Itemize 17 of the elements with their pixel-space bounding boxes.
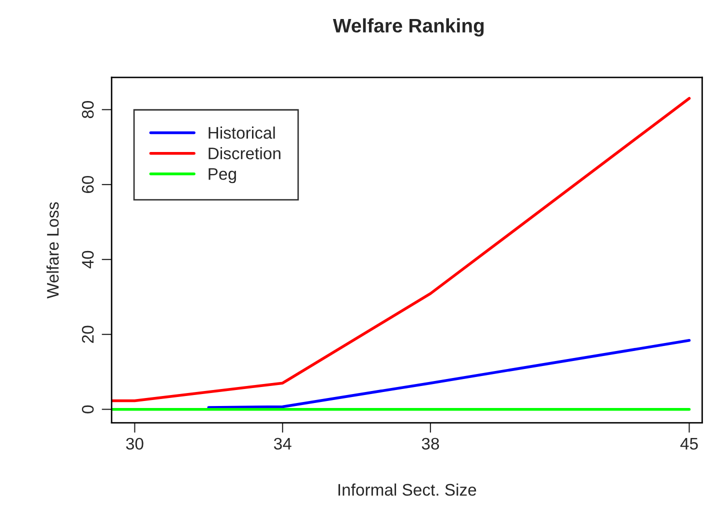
legend-label: Discretion — [208, 147, 280, 160]
chart-title: Welfare Ranking — [332, 18, 484, 36]
x-axis-title: Informal Sect. Size — [338, 483, 476, 496]
line-series — [112, 97, 691, 402]
y-tick-label: 0 — [82, 405, 94, 414]
x-tick-label: 30 — [126, 438, 144, 450]
legend-label: Historical — [208, 126, 275, 139]
x-tick-label: 45 — [680, 438, 698, 450]
x-tick-label: 38 — [422, 438, 440, 450]
y-tick-label: 40 — [82, 250, 94, 268]
line-series — [207, 339, 691, 409]
y-axis-title: Welfare Loss — [46, 202, 59, 299]
y-tick-label: 80 — [82, 101, 94, 118]
x-tick-label: 34 — [274, 438, 292, 450]
legend-label: Peg — [208, 168, 236, 184]
y-tick-label: 20 — [82, 326, 94, 343]
y-tick-label: 60 — [82, 176, 94, 193]
